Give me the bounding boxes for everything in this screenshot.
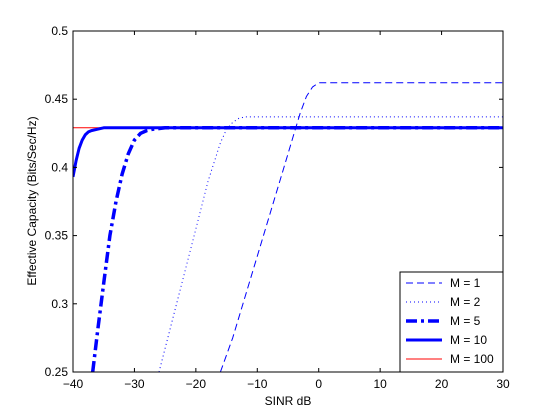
series-layer — [73, 82, 503, 372]
x-tick-label: 0 — [315, 377, 322, 391]
legend-label: M = 1 — [450, 276, 481, 290]
y-tick-label: 0.5 — [51, 24, 68, 38]
x-tick-label: −10 — [247, 377, 268, 391]
axes-frame — [72, 30, 504, 373]
y-tick-label: 0.3 — [51, 297, 68, 311]
x-tick-label: 20 — [435, 377, 449, 391]
legend-box — [399, 271, 504, 373]
series-line — [219, 82, 503, 372]
y-tick-label: 0.4 — [51, 160, 68, 174]
legend-label: M = 10 — [450, 333, 487, 347]
y-tick-label: 0.35 — [45, 229, 69, 243]
tick-layer: −40 −30 −20 −10 0 10 20 30 0.25 0.3 0.35 0.4 0.45 0.5 — [45, 24, 510, 391]
legend-label: M = 5 — [450, 314, 481, 328]
y-tick-label: 0.45 — [45, 92, 69, 106]
x-tick-label: −40 — [63, 377, 84, 391]
x-axis-label: SINR dB — [265, 394, 312, 408]
x-tick-label: −30 — [124, 377, 145, 391]
legend: M = 1 M = 2 M = 5 M = 10 M = 100 — [399, 271, 504, 373]
legend-label: M = 2 — [450, 295, 481, 309]
legend-label: M = 100 — [450, 352, 494, 366]
x-tick-label: 30 — [496, 377, 510, 391]
y-tick-label: 0.25 — [45, 365, 69, 379]
y-axis-label: Effective Capacity (Bits/Sec/Hz) — [25, 116, 39, 285]
series-line — [73, 126, 503, 178]
x-tick-label: −20 — [186, 377, 207, 391]
x-tick-label: 10 — [373, 377, 387, 391]
